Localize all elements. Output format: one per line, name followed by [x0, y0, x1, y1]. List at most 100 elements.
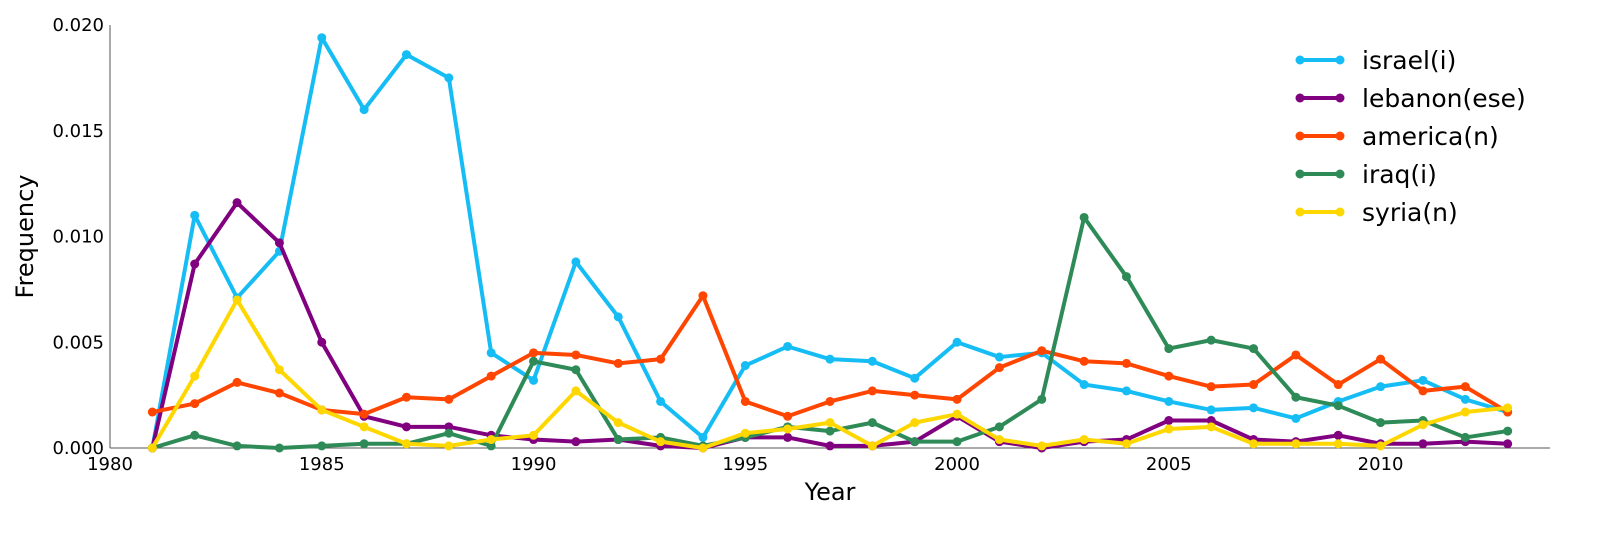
- data-point: [1121, 358, 1131, 368]
- data-point: [1460, 382, 1470, 392]
- x-tick-label: 1995: [722, 454, 768, 475]
- data-point: [1376, 418, 1386, 428]
- data-point: [401, 50, 411, 60]
- data-point: [571, 350, 581, 360]
- data-point: [190, 430, 200, 440]
- data-point: [529, 356, 539, 366]
- data-point: [613, 418, 623, 428]
- data-point: [613, 358, 623, 368]
- data-point: [1460, 394, 1470, 404]
- y-axis-title: Frequency: [11, 175, 39, 299]
- data-point: [1333, 380, 1343, 390]
- legend-swatch-marker: [1335, 131, 1345, 141]
- data-point: [190, 371, 200, 381]
- legend-label: america(n): [1362, 122, 1499, 151]
- legend-item: lebanon(ese): [1295, 84, 1526, 113]
- data-point: [825, 418, 835, 428]
- data-point: [147, 407, 157, 417]
- legend-label: israel(i): [1362, 46, 1456, 75]
- data-point: [783, 411, 793, 421]
- data-point: [444, 422, 454, 432]
- data-point: [1206, 416, 1216, 426]
- y-tick-label: 0.005: [52, 332, 104, 353]
- data-point: [571, 257, 581, 267]
- data-point: [698, 432, 708, 442]
- data-point: [359, 409, 369, 419]
- data-point: [1164, 371, 1174, 381]
- legend-swatch-marker: [1335, 55, 1345, 65]
- data-point: [740, 428, 750, 438]
- y-tick-label: 0.010: [52, 227, 104, 248]
- data-point: [571, 437, 581, 447]
- data-point: [698, 291, 708, 301]
- data-point: [190, 399, 200, 409]
- x-axis-title: Year: [804, 478, 856, 506]
- x-tick-label: 2010: [1358, 454, 1404, 475]
- data-point: [1460, 432, 1470, 442]
- data-point: [1291, 392, 1301, 402]
- data-point: [1164, 424, 1174, 434]
- data-point: [274, 238, 284, 248]
- data-point: [486, 441, 496, 451]
- data-point: [444, 73, 454, 83]
- data-point: [1376, 354, 1386, 364]
- data-point: [825, 441, 835, 451]
- data-point: [825, 396, 835, 406]
- x-tick-label: 1980: [87, 454, 133, 475]
- data-point: [317, 405, 327, 415]
- legend-label: lebanon(ese): [1362, 84, 1526, 113]
- data-point: [1503, 439, 1513, 449]
- series-iraq-i: [147, 212, 1513, 453]
- data-point: [1037, 441, 1047, 451]
- data-point: [910, 390, 920, 400]
- legend-item: israel(i): [1295, 46, 1456, 75]
- data-point: [994, 363, 1004, 373]
- data-point: [317, 441, 327, 451]
- legend-swatch-marker: [1295, 55, 1305, 65]
- data-point: [232, 295, 242, 305]
- data-point: [359, 422, 369, 432]
- data-point: [317, 33, 327, 43]
- data-point: [529, 430, 539, 440]
- y-tick-label: 0.015: [52, 121, 104, 142]
- data-point: [867, 441, 877, 451]
- data-point: [613, 312, 623, 322]
- data-point: [1249, 403, 1259, 413]
- data-point: [613, 435, 623, 445]
- data-point: [1249, 439, 1259, 449]
- data-point: [656, 437, 666, 447]
- data-point: [486, 371, 496, 381]
- data-point: [444, 394, 454, 404]
- data-point: [1291, 439, 1301, 449]
- x-tick-label: 1990: [511, 454, 557, 475]
- data-point: [1249, 344, 1259, 354]
- data-point: [994, 352, 1004, 362]
- data-point: [1079, 356, 1089, 366]
- data-point: [571, 365, 581, 375]
- data-point: [994, 422, 1004, 432]
- data-point: [1291, 350, 1301, 360]
- data-point: [232, 377, 242, 387]
- data-point: [1121, 439, 1131, 449]
- legend-swatch-marker: [1295, 169, 1305, 179]
- data-point: [1333, 401, 1343, 411]
- data-point: [486, 435, 496, 445]
- y-tick-label: 0.000: [52, 438, 104, 459]
- data-point: [359, 439, 369, 449]
- data-point: [274, 443, 284, 453]
- data-point: [401, 439, 411, 449]
- y-tick-label: 0.020: [52, 15, 104, 36]
- data-point: [232, 441, 242, 451]
- data-point: [740, 361, 750, 371]
- legend-item: america(n): [1295, 122, 1499, 151]
- data-point: [1249, 380, 1259, 390]
- data-point: [1206, 335, 1216, 345]
- data-point: [1503, 403, 1513, 413]
- legend-swatch-marker: [1335, 93, 1345, 103]
- data-point: [190, 210, 200, 220]
- legend-swatch-marker: [1335, 207, 1345, 217]
- data-point: [1418, 439, 1428, 449]
- data-point: [867, 356, 877, 366]
- data-point: [190, 259, 200, 269]
- data-point: [1206, 382, 1216, 392]
